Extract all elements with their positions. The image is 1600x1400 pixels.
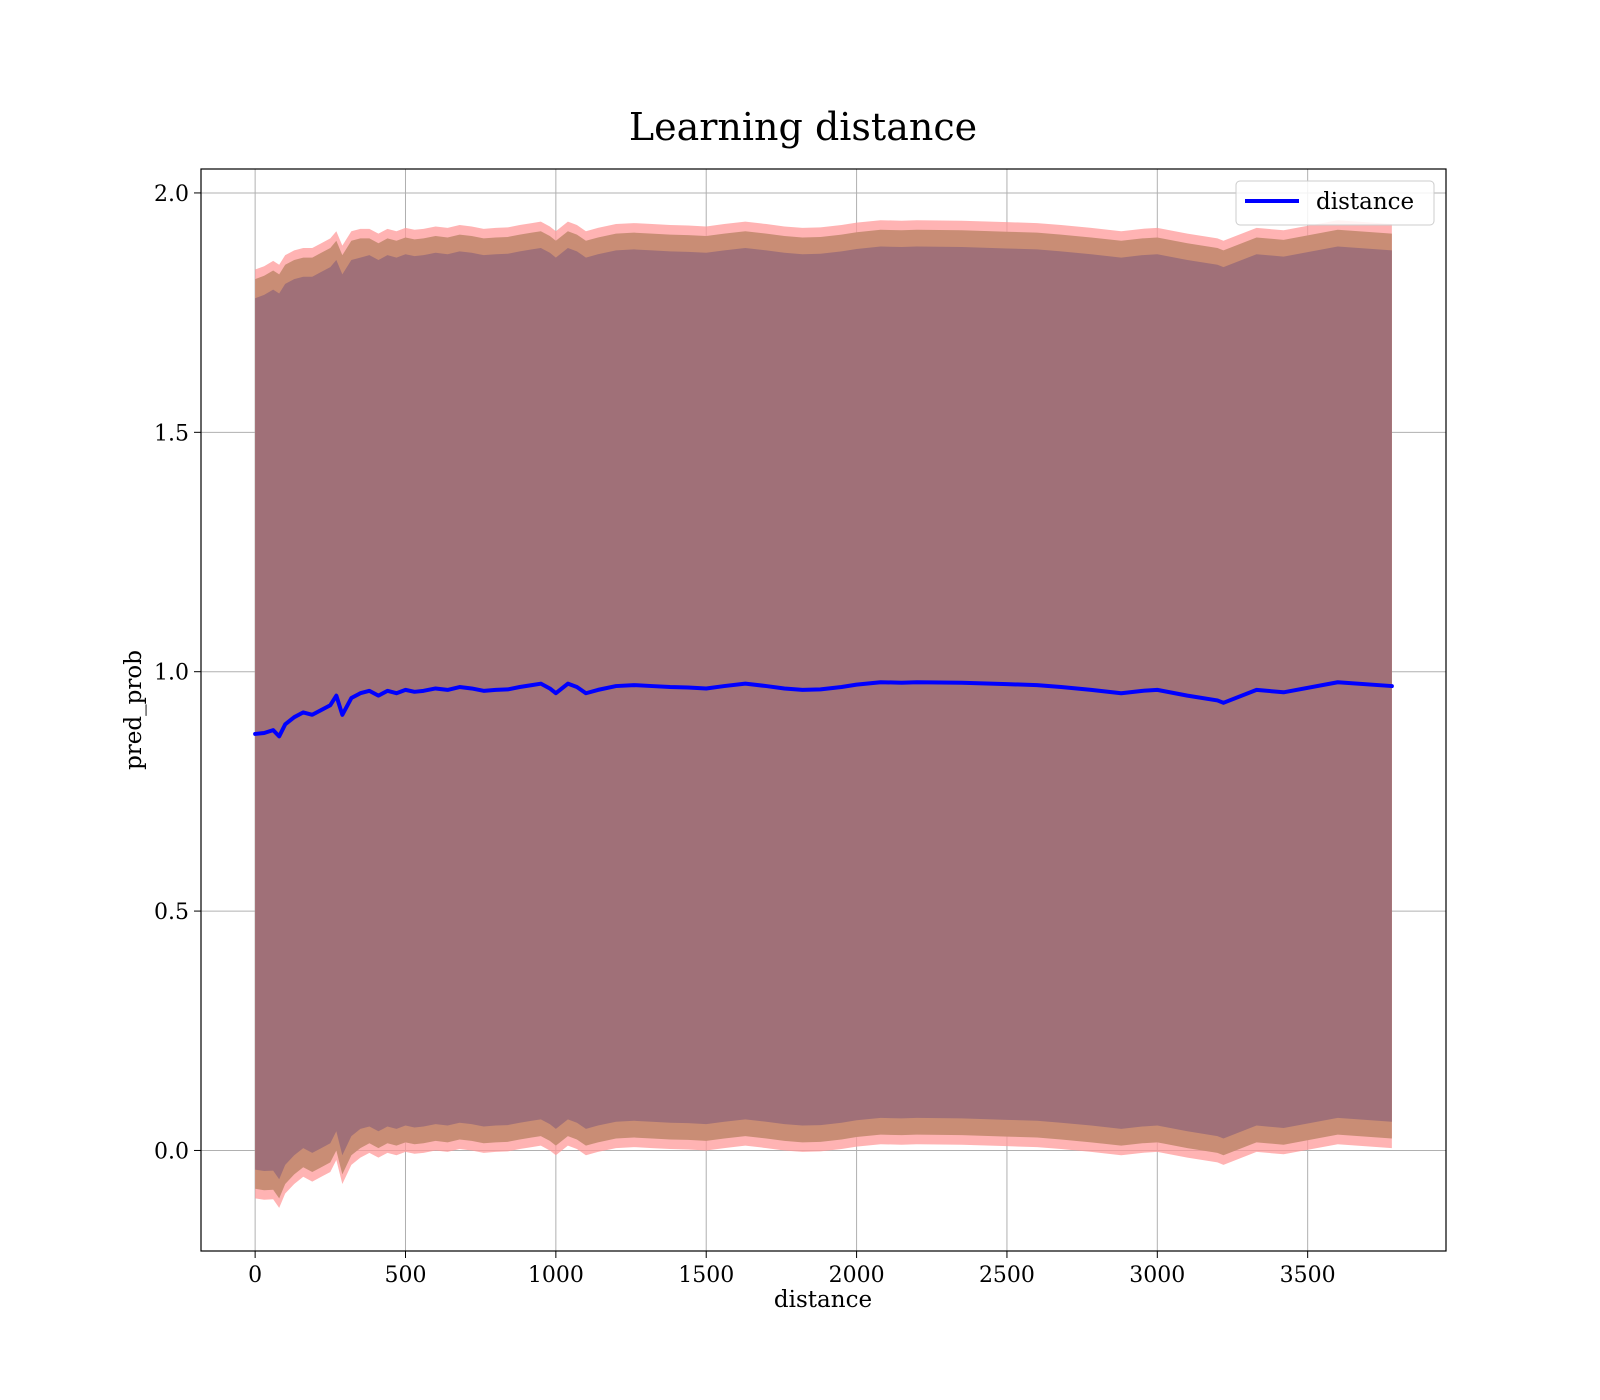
x-tick-label: 500 [384, 1263, 426, 1288]
y-tick-label: 0.0 [154, 1139, 189, 1164]
series-line-distance [253, 680, 1394, 739]
legend-box [1235, 180, 1435, 226]
axis-ticks: 0 500 1000 1500 2000 2500 3000 3500 0.0 0.5 1.0 1.5… [154, 182, 1336, 1288]
chart-title: Learning distance [629, 105, 977, 149]
x-tick-label: 3500 [1280, 1263, 1336, 1288]
x-tick-label: 2000 [829, 1263, 885, 1288]
plot-frame [200, 168, 1447, 1252]
legend: distance [1235, 180, 1435, 226]
y-tick-label: 1.0 [154, 661, 189, 686]
legend-label: distance [1316, 189, 1414, 215]
confidence-bands [255, 220, 1392, 1208]
band-inner [255, 246, 1392, 1180]
x-tick-label: 1000 [528, 1263, 584, 1288]
y-axis-label: pred_prob [121, 650, 147, 770]
x-tick-label: 3000 [1129, 1263, 1185, 1288]
series-lines [253, 680, 1394, 739]
x-tick-label: 2500 [979, 1263, 1035, 1288]
x-tick-label: 1500 [678, 1263, 734, 1288]
y-tick-label: 1.5 [154, 421, 189, 446]
x-axis-label: distance [774, 1287, 872, 1313]
y-tick-label: 0.5 [154, 900, 189, 925]
x-tick-label: 0 [248, 1263, 262, 1288]
y-tick-label: 2.0 [154, 182, 189, 207]
